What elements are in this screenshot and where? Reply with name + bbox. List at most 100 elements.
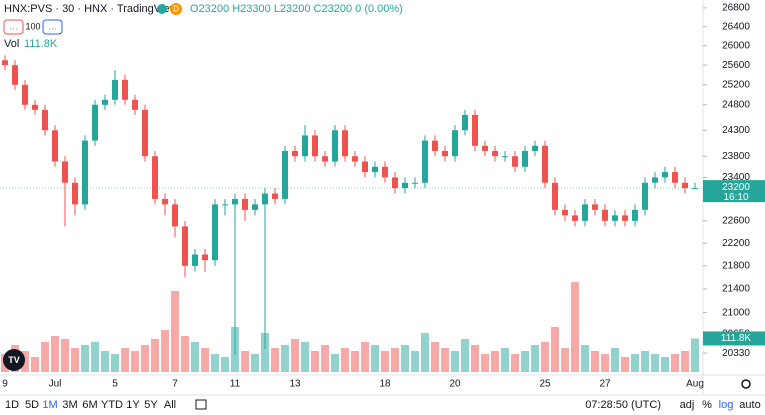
candle-body	[442, 150, 448, 157]
y-tick-label: 26000	[722, 40, 750, 51]
candle-body	[72, 182, 78, 205]
indicator-value: 100	[25, 21, 40, 31]
candle-body	[542, 145, 548, 183]
volume-bar	[71, 348, 79, 372]
x-tick-label: 9	[2, 379, 8, 390]
candle-body	[582, 204, 588, 221]
x-tick-label: 11	[230, 379, 241, 390]
candle-body	[612, 215, 618, 221]
candle-body	[102, 99, 108, 105]
range-button[interactable]: 1D	[5, 399, 19, 411]
volume-badge-label: 111.8K	[721, 333, 752, 344]
y-tick-label: 21800	[722, 261, 750, 272]
last-price-label: 23200	[722, 182, 750, 193]
candle-body	[392, 177, 398, 189]
volume-bar	[691, 338, 699, 372]
candle-body	[592, 204, 598, 210]
candle-body	[202, 254, 208, 261]
candle-body	[132, 99, 138, 110]
range-button[interactable]: 3M	[62, 399, 77, 411]
date-range-icon[interactable]	[195, 399, 207, 410]
candle-body	[362, 161, 368, 173]
candle-body	[382, 166, 388, 178]
candle-body	[2, 60, 8, 66]
volume-bar	[541, 342, 549, 372]
range-button[interactable]: 1M	[42, 399, 57, 411]
volume-bar	[361, 342, 369, 372]
status-dot	[157, 4, 167, 14]
x-tick-label: 20	[449, 379, 461, 390]
candle-body	[172, 204, 178, 227]
indicator-button[interactable]	[42, 19, 63, 35]
y-tick-label: 21000	[722, 307, 750, 318]
y-tick-label: 20330	[722, 348, 750, 359]
candle-body	[482, 145, 488, 151]
option-button[interactable]: auto	[739, 399, 760, 411]
logo-mark: TV	[8, 355, 20, 365]
volume-bar	[291, 339, 299, 372]
volume-bar	[671, 354, 679, 372]
candle-body	[292, 150, 298, 157]
x-tick-label: 7	[172, 379, 178, 390]
candle-body	[332, 130, 338, 162]
range-button[interactable]: 5Y	[144, 399, 158, 411]
candle-body	[632, 209, 638, 221]
candle-body	[402, 182, 408, 189]
volume-bar	[91, 342, 99, 372]
volume-bar	[41, 342, 49, 372]
candle-body	[162, 198, 168, 205]
volume-bar	[31, 357, 39, 372]
volume-bar	[271, 348, 279, 372]
candle-body	[682, 182, 688, 189]
y-tick-label: 24300	[722, 125, 750, 136]
candle-body	[122, 79, 128, 100]
candle-body	[32, 104, 38, 110]
option-button[interactable]: log	[719, 399, 734, 411]
volume-bar	[311, 351, 319, 372]
volume-bar	[681, 351, 689, 372]
candle-body	[152, 156, 158, 199]
candle-body	[112, 79, 118, 100]
candle-body	[312, 135, 318, 157]
volume-bar	[631, 354, 639, 372]
last-price-badge	[703, 180, 765, 203]
candle-body	[52, 130, 58, 162]
volume-bar	[391, 348, 399, 372]
option-button[interactable]: adj	[680, 399, 695, 411]
volume-bar	[171, 291, 179, 372]
settings-icon[interactable]	[741, 379, 751, 389]
volume-bar	[401, 345, 409, 372]
option-button[interactable]: %	[702, 399, 712, 411]
candle-body	[352, 156, 358, 162]
countdown-label: 16:10	[723, 192, 748, 203]
candle-body	[232, 198, 238, 205]
indicator-button-label: …	[9, 21, 18, 31]
candle-body	[22, 84, 28, 105]
volume-bar	[201, 348, 209, 372]
volume-bar	[381, 351, 389, 372]
ohlc-values: O23200 H23300 L23200 C23200 0 (0.00%)	[190, 3, 403, 15]
volume-bar	[421, 333, 429, 372]
volume-bar	[451, 351, 459, 372]
symbol-title[interactable]: HNX:PVS · 30 · HNX · TradingView	[4, 3, 177, 15]
range-button[interactable]: 1Y	[126, 399, 140, 411]
candle-body	[192, 254, 198, 266]
candle-body	[672, 172, 678, 183]
logo[interactable]	[3, 349, 25, 371]
volume-bar	[621, 357, 629, 372]
volume-bar	[191, 342, 199, 372]
candle-body	[562, 209, 568, 216]
x-tick-label: Aug	[686, 379, 704, 390]
range-button[interactable]: 6M	[82, 399, 97, 411]
volume-bar	[111, 354, 119, 372]
range-button[interactable]: All	[164, 399, 176, 411]
volume-bar	[471, 345, 479, 372]
volume-bar	[661, 357, 669, 372]
range-button[interactable]: YTD	[101, 399, 123, 411]
candle-body	[62, 161, 68, 183]
range-button[interactable]: 5D	[25, 399, 39, 411]
indicator-button[interactable]	[3, 19, 24, 35]
volume-bar	[21, 351, 29, 372]
volume-bar	[371, 345, 379, 372]
